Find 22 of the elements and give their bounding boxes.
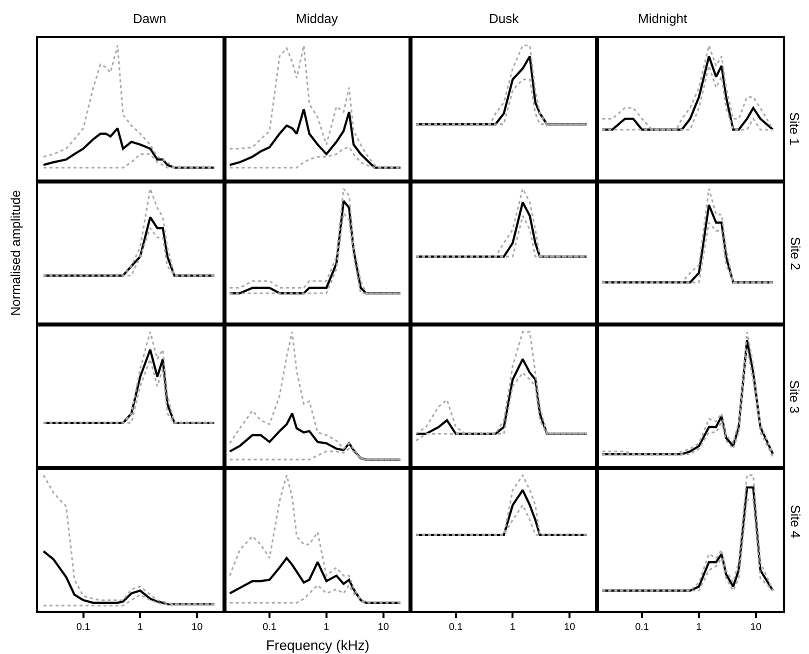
chart-title: Midday	[296, 11, 338, 26]
x-tick-label: 10	[192, 622, 204, 633]
x-tick-label: 1	[696, 622, 702, 633]
x-tick-label: 0.1	[76, 622, 91, 633]
chart-title: Dawn	[133, 11, 166, 26]
x-tick-label: 0.1	[635, 622, 650, 633]
x-tick-label: 10	[750, 622, 762, 633]
x-axis-title: Frequency (kHz)	[266, 637, 370, 653]
x-tick-label: 0.1	[262, 622, 277, 633]
x-tick-label: 10	[564, 622, 576, 633]
x-tick-label: 1	[510, 622, 516, 633]
x-tick-label: 1	[324, 622, 330, 633]
text: Site 2	[788, 236, 803, 270]
x-tick-label: 0.1	[448, 622, 464, 633]
y-axis-title: Normalised amplitude	[8, 190, 24, 316]
text: Site 4	[788, 504, 803, 538]
x-tick-label: 10	[378, 622, 390, 633]
text: Site 1	[787, 112, 802, 146]
chart-title: Midnight	[638, 11, 688, 26]
text: Site 3	[787, 380, 802, 414]
chart-title: Dusk	[489, 11, 520, 26]
x-tick-label: 1	[137, 622, 144, 633]
